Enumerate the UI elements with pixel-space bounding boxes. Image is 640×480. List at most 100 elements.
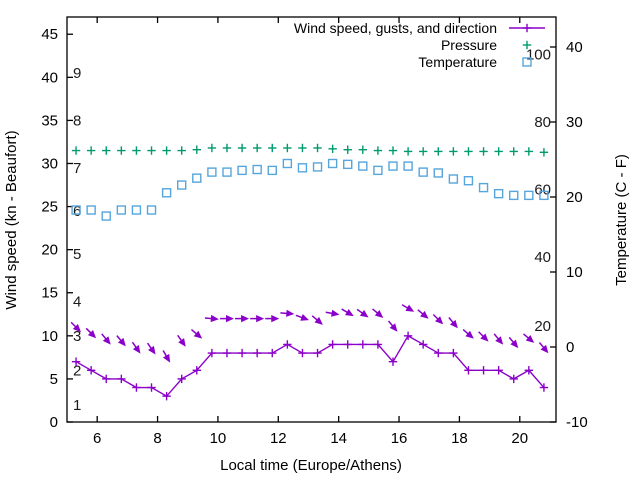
temperature-marker: [282, 158, 293, 169]
temperature-marker: [237, 165, 247, 176]
y-tick-label: 10: [41, 328, 58, 345]
y-tick-label: 0: [50, 414, 58, 431]
temperature-marker: [131, 205, 142, 215]
x-axis-ticks: 6 8 10 12 14 16 18 20: [93, 17, 528, 447]
y2-axis-title: Temperature (C - F): [613, 154, 630, 286]
wind-direction-arrow: [177, 334, 186, 347]
fahrenheit-label: 60: [534, 182, 551, 199]
temperature-marker: [373, 165, 383, 176]
plot-frame: [66, 16, 557, 423]
wind-direction-arrow: [101, 333, 111, 345]
wind-direction-arrow: [311, 315, 323, 325]
y2-tick-label: -10: [566, 414, 588, 431]
y-axis-ticks: 0 5 10 15 20 25 30 35 40 45: [41, 26, 73, 431]
beaufort-label: 7: [73, 160, 81, 177]
x-tick-label: 18: [451, 430, 468, 447]
temperature-marker: [267, 165, 277, 176]
temperature-marker: [327, 158, 338, 169]
y2-axis-ticks: -10 0 10 20 30 40: [550, 39, 588, 431]
series-1: [71, 331, 549, 401]
y2-tick-label: 30: [566, 114, 583, 131]
y-tick-label: 40: [41, 69, 58, 86]
wind-direction-arrow: [325, 309, 340, 317]
y-tick-label: 30: [41, 155, 58, 172]
y-tick-label: 15: [41, 285, 58, 302]
wind-direction-arrow: [341, 308, 354, 317]
temperature-marker: [358, 161, 368, 171]
wind-direction-arrow: [280, 309, 295, 317]
series-3: [71, 143, 549, 157]
series-4: [71, 158, 549, 221]
wind-speed-line: [75, 334, 545, 398]
wind-direction-arrow: [387, 320, 398, 332]
temperature-marker: [478, 182, 489, 193]
y2-tick-label: 10: [566, 264, 583, 281]
y2-tick-label: 20: [566, 189, 583, 206]
temperature-marker: [86, 205, 96, 215]
wind-direction-arrow: [462, 329, 474, 339]
wind-direction-arrow: [85, 327, 97, 339]
wind-direction-arrow: [432, 313, 444, 325]
x-tick-label: 10: [210, 430, 227, 447]
y-tick-label: 25: [41, 199, 58, 216]
wind-direction-arrow: [372, 308, 384, 318]
wind-direction-arrow: [538, 342, 549, 354]
beaufort-label: 9: [73, 65, 81, 82]
x-tick-label: 12: [270, 430, 287, 447]
temperature-marker: [252, 164, 262, 175]
temperature-marker: [297, 163, 308, 173]
temperature-marker: [222, 167, 232, 177]
legend-square-sample: [522, 57, 532, 67]
wind-direction-arrow: [508, 336, 519, 349]
fahrenheit-label: 20: [534, 318, 551, 335]
beaufort-label: 5: [73, 246, 81, 263]
wind-direction-arrow: [295, 314, 310, 321]
fahrenheit-scale-labels: 20 40 60 80 100: [526, 47, 551, 336]
temperature-marker: [463, 176, 474, 186]
legend-label: Wind speed, gusts, and direction: [294, 20, 497, 36]
beaufort-label: 3: [73, 328, 81, 345]
wind-direction-arrow: [204, 314, 219, 323]
temperature-marker: [116, 205, 127, 215]
x-tick-label: 20: [511, 430, 528, 447]
chart-legend: Wind speed, gusts, and directionPressure…: [294, 20, 545, 70]
wind-direction-arrow: [493, 333, 504, 345]
temperature-marker: [388, 161, 398, 171]
legend-label: Temperature: [418, 54, 497, 70]
data-series-layer: [70, 143, 549, 401]
y-tick-label: 20: [41, 242, 58, 259]
wind-direction-arrow: [190, 329, 203, 339]
y-tick-label: 45: [41, 26, 58, 43]
y-axis-title: Wind speed (kn - Beaufort): [3, 130, 20, 309]
x-axis-title: Local time (Europe/Athens): [220, 457, 402, 474]
temperature-marker: [312, 162, 323, 172]
beaufort-scale-labels: 1 2 3 4 5 6 7 8 9: [73, 65, 81, 414]
temperature-marker: [509, 190, 519, 201]
temperature-marker: [539, 190, 549, 201]
temperature-marker: [433, 168, 443, 178]
fahrenheit-label: 40: [534, 249, 551, 266]
beaufort-label: 2: [73, 362, 81, 379]
temperature-marker: [146, 205, 157, 215]
wind-direction-arrow: [116, 335, 126, 347]
temperature-marker: [418, 167, 428, 177]
x-tick-label: 14: [330, 430, 347, 447]
wind-direction-arrow: [146, 342, 156, 355]
temperature-marker: [448, 174, 459, 184]
series-2: [70, 304, 549, 363]
wind-direction-arrow: [356, 308, 369, 318]
beaufort-label: 4: [73, 293, 81, 310]
fahrenheit-label: 100: [526, 47, 551, 64]
x-tick-label: 6: [93, 430, 101, 447]
temperature-marker: [192, 173, 202, 183]
wind-direction-arrow: [162, 350, 171, 363]
wind-direction-arrow: [401, 304, 415, 312]
y-tick-label: 5: [50, 371, 58, 388]
wind-direction-arrow: [70, 321, 82, 333]
x-tick-label: 8: [153, 430, 161, 447]
temperature-marker: [207, 167, 217, 177]
wind-direction-arrow: [235, 314, 250, 323]
fahrenheit-label: 80: [534, 114, 551, 131]
